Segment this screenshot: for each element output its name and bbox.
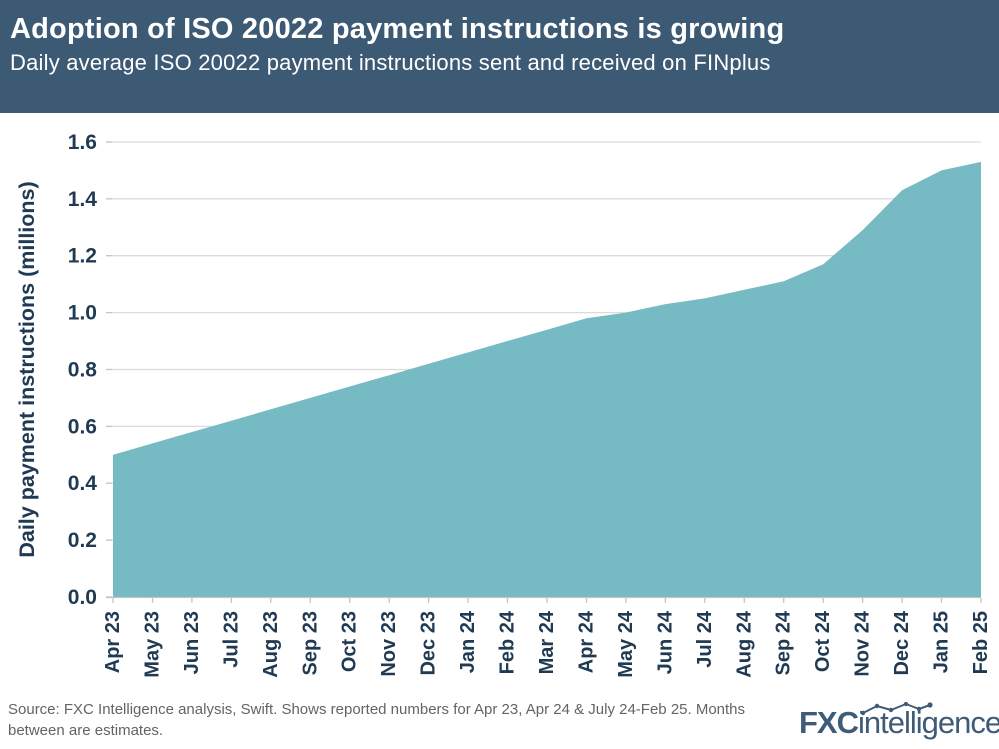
x-tick-label: Mar 24 — [536, 610, 558, 674]
x-tick-label: May 24 — [615, 610, 637, 678]
y-tick-label: 1.0 — [68, 302, 97, 325]
x-tick-label: Jun 24 — [654, 610, 676, 674]
logo-sparkline-icon — [861, 702, 933, 716]
chart-footer: Source: FXC Intelligence analysis, Swift… — [0, 697, 999, 749]
chart-header: Adoption of ISO 20022 payment instructio… — [0, 0, 999, 113]
chart-title: Adoption of ISO 20022 payment instructio… — [10, 13, 785, 45]
x-tick-label: Apr 24 — [576, 610, 598, 673]
x-tick-label: Jan 24 — [457, 610, 479, 673]
x-tick-label: Aug 24 — [733, 610, 755, 678]
x-tick-label: Jul 24 — [694, 610, 716, 668]
x-tick-label: May 23 — [142, 611, 164, 678]
x-tick-label: Nov 23 — [378, 611, 400, 677]
y-tick-label: 0.8 — [68, 359, 98, 382]
x-tick-label: Aug 23 — [260, 611, 282, 678]
x-tick-label: Jun 23 — [181, 611, 203, 674]
x-tick-label: Feb 24 — [497, 610, 519, 674]
x-tick-label: Dec 23 — [418, 611, 440, 676]
y-axis-title: Daily payment instructions (millions) — [15, 181, 39, 557]
x-tick-label: Nov 24 — [852, 610, 874, 676]
y-tick-label: 1.6 — [68, 131, 97, 154]
x-tick-label: Jan 25 — [931, 611, 953, 673]
x-tick-label: Jul 23 — [220, 611, 242, 668]
y-tick-label: 1.4 — [68, 188, 98, 211]
y-tick-label: 0.4 — [68, 472, 98, 495]
logo-text-rest: intelligence — [858, 705, 999, 740]
x-tick-label: Sep 24 — [773, 610, 795, 675]
area-series — [113, 161, 981, 597]
x-tick-label: Feb 25 — [970, 611, 992, 674]
x-tick-label: Oct 23 — [339, 611, 361, 672]
x-tick-label: Sep 23 — [299, 611, 321, 675]
logo-text-bold: FXC — [799, 705, 859, 740]
iso20022-area-chart: 0.0 0.2 0.4 0.6 0.8 1.0 1.2 1.4 1.6 Apr 23 May 23 J… — [15, 131, 992, 678]
chart-subtitle: Daily average ISO 20022 payment instruct… — [10, 50, 771, 76]
source-note: Source: FXC Intelligence analysis, Swift… — [8, 701, 746, 740]
x-tick-label: Dec 24 — [891, 610, 913, 675]
fxc-intelligence-logo: FXCintelligence™ — [799, 701, 999, 745]
y-tick-label: 0.2 — [68, 529, 97, 552]
y-tick-label: 1.2 — [68, 245, 97, 268]
x-tick-label: Oct 24 — [812, 610, 834, 672]
y-tick-label: 0.6 — [68, 415, 97, 438]
x-tick-label: Apr 23 — [102, 611, 124, 673]
y-tick-label: 0.0 — [68, 586, 97, 609]
